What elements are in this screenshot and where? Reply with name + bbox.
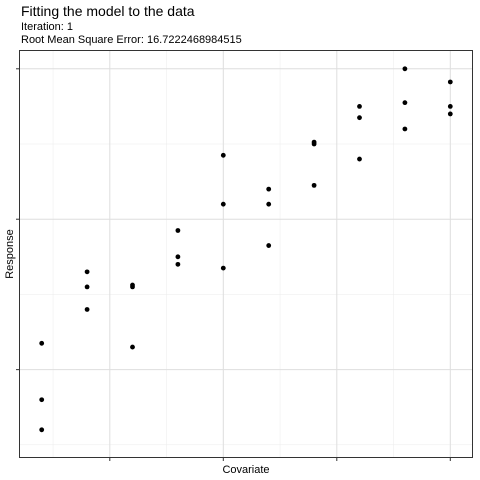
data-point xyxy=(311,182,317,188)
data-point xyxy=(39,397,45,403)
data-point xyxy=(130,344,135,350)
data-point xyxy=(220,152,226,158)
data-point xyxy=(447,79,453,85)
data-point xyxy=(84,307,90,312)
minor-gridlines xyxy=(19,50,473,458)
data-point xyxy=(357,104,362,109)
data-point xyxy=(84,269,90,275)
data-point xyxy=(130,284,135,290)
data-point xyxy=(175,254,181,260)
axis-ticks xyxy=(16,68,451,461)
x-axis-label: Covariate xyxy=(222,464,269,476)
data-point xyxy=(357,115,362,121)
data-point xyxy=(357,156,362,162)
chart-subtitle-iteration: Iteration: 1 xyxy=(21,21,73,33)
data-point xyxy=(266,201,272,207)
major-gridlines xyxy=(19,50,473,458)
y-axis-label: Response xyxy=(4,229,16,279)
panel-border xyxy=(19,50,473,458)
data-point xyxy=(447,104,453,109)
data-point xyxy=(447,111,453,117)
data-point xyxy=(220,265,226,271)
data-point xyxy=(220,201,226,207)
data-points xyxy=(39,66,453,433)
data-point xyxy=(402,126,408,132)
data-point xyxy=(39,427,45,433)
chart-subtitle-rmse: Root Mean Square Error: 16.7222468984515 xyxy=(21,34,242,46)
data-point xyxy=(84,284,90,290)
data-point xyxy=(402,100,408,106)
data-point xyxy=(402,66,408,72)
data-point xyxy=(266,243,272,248)
data-point xyxy=(266,186,272,192)
chart-title: Fitting the model to the data xyxy=(21,3,195,19)
data-point xyxy=(311,141,317,147)
data-point xyxy=(175,228,181,233)
data-point xyxy=(39,340,45,346)
data-point xyxy=(175,261,181,267)
